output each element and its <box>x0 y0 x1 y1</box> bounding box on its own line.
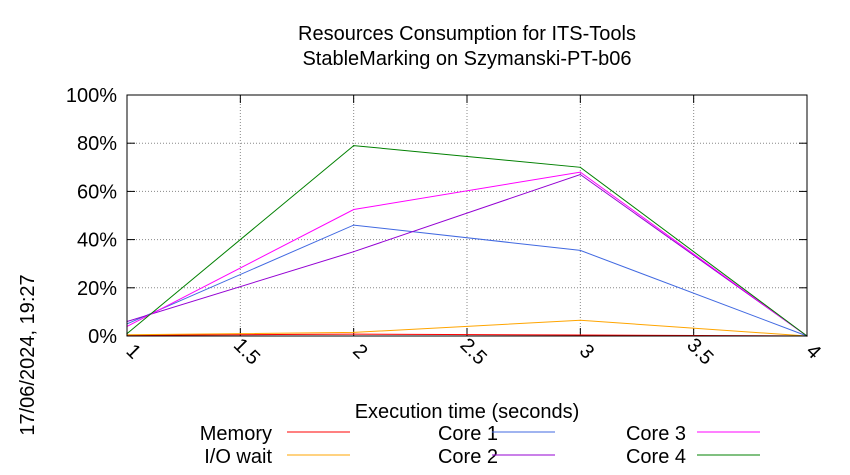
series-lines <box>126 145 808 337</box>
x-axis: 1 1.5 2 2.5 3 3.5 4 <box>122 95 825 369</box>
legend-label-i-o-wait: I/O wait <box>204 446 272 468</box>
legend-label-core-3: Core 3 <box>626 423 686 445</box>
series-line-core-1 <box>126 224 808 337</box>
x-tick-label: 3.5 <box>682 334 717 369</box>
series-line-core-4 <box>126 145 808 337</box>
chart-title: Resources Consumption for ITS-Tools <box>298 23 636 45</box>
grid <box>127 95 807 336</box>
x-tick-label: 1 <box>122 340 145 363</box>
y-tick-label: 60% <box>77 181 117 203</box>
x-axis-label: Execution time (seconds) <box>355 401 580 423</box>
x-tick-label: 1.5 <box>229 334 264 369</box>
series-line-i-o-wait <box>126 319 808 337</box>
data-point-core-2 <box>353 251 355 253</box>
x-tick-label: 2 <box>348 340 371 363</box>
y-axis: 0% 20% 40% 60% 80% 100% <box>66 85 807 348</box>
x-tick-label: 2.5 <box>456 334 491 369</box>
y-tick-label: 20% <box>77 278 117 300</box>
data-point-memory <box>353 333 355 335</box>
data-point-core-4 <box>353 145 355 147</box>
data-point-core-1 <box>353 224 355 226</box>
y-tick-label: 80% <box>77 133 117 155</box>
data-point-core-3 <box>579 171 581 173</box>
data-point-core-3 <box>353 208 355 211</box>
chart-subtitle: StableMarking on Szymanski-PT-b06 <box>302 48 631 70</box>
series-line-core-2 <box>126 173 808 337</box>
data-point-core-4 <box>579 166 581 168</box>
data-point-memory <box>579 334 581 336</box>
series-line-core-3 <box>126 171 808 337</box>
legend-label-memory: Memory <box>200 423 272 445</box>
y-tick-label: 40% <box>77 230 117 252</box>
data-point-core-2 <box>579 173 581 176</box>
data-point-core-1 <box>579 249 581 252</box>
x-tick-label: 4 <box>802 340 825 363</box>
y-tick-label: 0% <box>88 326 117 348</box>
timestamp-label: 17/06/2024, 19:27 <box>17 274 39 435</box>
legend-label-core-1: Core 1 <box>438 423 498 445</box>
x-tick-label: 3 <box>575 340 598 363</box>
data-point-i-o-wait <box>579 319 581 321</box>
y-tick-label: 100% <box>66 85 117 107</box>
legend-label-core-4: Core 4 <box>626 446 686 468</box>
data-point-i-o-wait <box>353 331 355 333</box>
legend-label-core-2: Core 2 <box>438 446 498 468</box>
plot-border <box>126 94 808 337</box>
